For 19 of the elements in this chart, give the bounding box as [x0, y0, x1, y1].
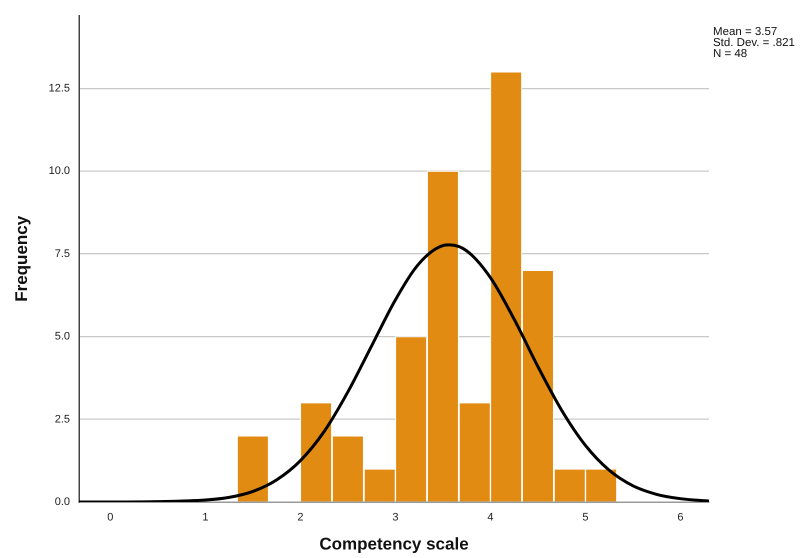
y-tick-label: 12.5 [48, 82, 70, 94]
y-tick-label: 10.0 [48, 165, 70, 178]
y-tick-label: 5.0 [54, 330, 70, 343]
y-tick-label: 7.5 [54, 248, 70, 260]
x-tick-label: 1 [202, 512, 208, 524]
y-axis-title: Frequency [12, 215, 31, 302]
x-tick-label: 5 [582, 512, 589, 524]
x-axis-title: Competency scale [319, 534, 469, 554]
x-tick-label: 6 [677, 512, 684, 524]
y-tick-label: 2.5 [54, 413, 70, 426]
y-tick-label: 0.0 [54, 496, 70, 508]
x-tick-label: 3 [392, 512, 398, 524]
line-series [79, 243, 709, 502]
text: Std. Dev. = .821 [713, 37, 795, 49]
x-tick-label: 2 [297, 512, 304, 524]
x-tick-label: 4 [487, 512, 494, 524]
text: Mean = 3.57 [713, 26, 778, 38]
text: N = 48 [713, 48, 748, 60]
x-tick-label: 0 [107, 512, 114, 524]
